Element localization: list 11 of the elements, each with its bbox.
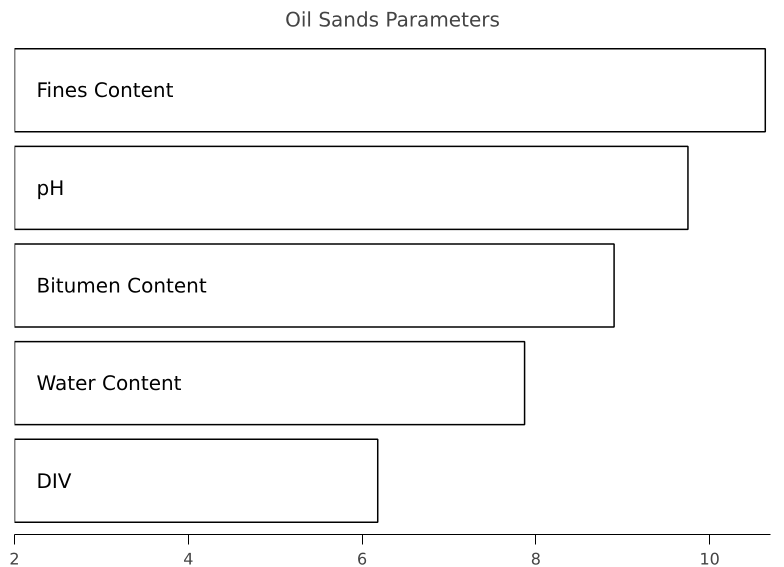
x-tick-label: 6 [356, 550, 368, 567]
x-tick-label: 8 [530, 550, 541, 567]
x-tick-label: 10 [699, 550, 720, 567]
chart-title: Oil Sands Parameters [285, 8, 500, 32]
x-tick-label: 4 [183, 550, 194, 567]
y-tick-label: Water Content [36, 371, 182, 396]
x-tick-label: 2 [9, 550, 20, 567]
y-tick-label: Fines Content [36, 78, 174, 102]
y-tick-label: pH [36, 176, 64, 200]
y-tick-label: Bitumen Content [36, 274, 207, 298]
y-tick-label: DIV [36, 468, 72, 493]
